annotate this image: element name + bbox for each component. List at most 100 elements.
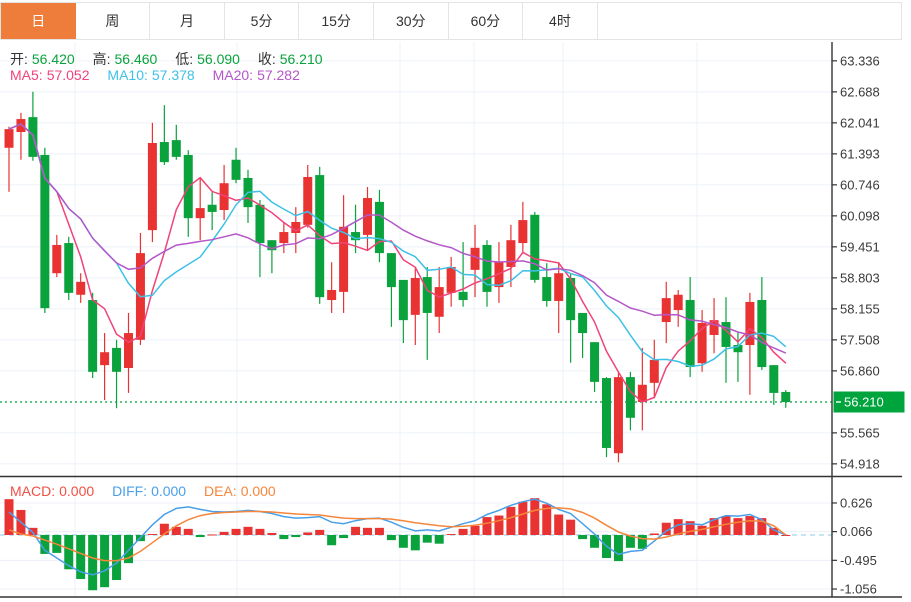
candle-body[interactable] [76,281,86,295]
tab-1[interactable]: 周 [76,3,151,39]
macd-bar[interactable] [219,531,229,535]
candle-body[interactable] [64,243,74,293]
macd-bar[interactable] [422,535,432,543]
candle-body[interactable] [661,298,671,323]
candle-body[interactable] [434,287,444,317]
macd-bar[interactable] [721,516,731,535]
candle-body[interactable] [590,342,600,382]
candle-body[interactable] [398,279,408,321]
tab-2[interactable]: 月 [150,3,225,39]
macd-bar[interactable] [279,535,289,540]
candle-body[interactable] [231,159,241,180]
candle-body[interactable] [781,391,791,402]
macd-bar[interactable] [339,535,349,539]
candle-body[interactable] [637,384,647,402]
macd-bar[interactable] [88,535,98,591]
candle-body[interactable] [374,201,384,254]
tab-6[interactable]: 60分 [449,3,524,39]
macd-bar[interactable] [195,535,205,538]
macd-bar[interactable] [231,528,241,535]
candle-body[interactable] [147,142,157,231]
candle-body[interactable] [721,322,731,347]
macd-bar[interactable] [685,521,695,535]
macd-bar[interactable] [458,528,468,535]
macd-bar[interactable] [578,535,588,540]
candle-body[interactable] [327,289,337,301]
macd-bar[interactable] [673,519,683,535]
candle-body[interactable] [470,247,480,270]
tab-4[interactable]: 15分 [299,3,374,39]
candle-body[interactable] [709,320,719,335]
candle-body[interactable] [195,208,205,219]
candle-body[interactable] [482,244,492,292]
macd-bar[interactable] [482,517,492,535]
candle-body[interactable] [685,300,695,368]
candle-body[interactable] [351,232,361,241]
macd-bar[interactable] [494,515,504,535]
macd-bar[interactable] [327,535,337,546]
macd-bar[interactable] [613,535,623,562]
candle-body[interactable] [530,214,540,280]
candle-body[interactable] [16,119,26,132]
macd-bar[interactable] [530,498,540,535]
candle-body[interactable] [52,244,62,274]
candle-body[interactable] [100,352,110,366]
tab-7[interactable]: 4时 [523,3,598,39]
macd-bar[interactable] [745,516,755,535]
candle-body[interactable] [494,262,504,288]
candle-body[interactable] [745,301,755,346]
candle-body[interactable] [769,365,779,393]
macd-bar[interactable] [554,514,564,535]
candle-body[interactable] [673,294,683,311]
tab-0[interactable]: 日 [1,3,76,39]
macd-bar[interactable] [159,523,169,535]
macd-histogram[interactable] [4,498,791,591]
macd-bar[interactable] [781,535,791,536]
macd-bar[interactable] [769,527,779,535]
macd-bar[interactable] [315,529,325,535]
candle-body[interactable] [422,277,432,313]
candle-body[interactable] [518,220,528,244]
candle-body[interactable] [363,198,372,235]
macd-bar[interactable] [661,522,671,535]
macd-bar[interactable] [4,499,14,535]
macd-bar[interactable] [374,527,384,535]
macd-bar[interactable] [363,527,372,535]
candle-body[interactable] [159,142,169,163]
macd-bar[interactable] [171,526,181,535]
macd-bar[interactable] [649,533,659,535]
macd-bar[interactable] [147,533,157,535]
macd-bar[interactable] [398,535,408,548]
macd-bar[interactable] [267,532,277,535]
macd-bar[interactable] [303,532,313,535]
candle-body[interactable] [578,312,588,334]
macd-bar[interactable] [410,535,420,551]
candles[interactable] [4,91,791,463]
candle-body[interactable] [4,129,14,148]
candle-body[interactable] [602,378,611,448]
macd-bar[interactable] [506,506,516,535]
candle-body[interactable] [207,204,217,212]
macd-bar[interactable] [40,535,50,554]
candle-body[interactable] [291,221,301,233]
candle-body[interactable] [171,140,181,157]
macd-bar[interactable] [697,525,707,535]
candle-body[interactable] [506,240,516,267]
candle-body[interactable] [613,377,623,454]
candle-body[interactable] [279,232,289,244]
macd-bar[interactable] [542,504,552,535]
candle-body[interactable] [267,240,277,251]
macd-bar[interactable] [291,535,301,538]
macd-bar[interactable] [757,518,767,535]
candle-body[interactable] [124,333,133,369]
candle-body[interactable] [339,226,349,292]
candle-body[interactable] [697,323,707,364]
macd-bar[interactable] [590,535,600,548]
macd-bar[interactable] [446,533,456,535]
macd-bar[interactable] [64,535,74,570]
macd-bar[interactable] [243,526,253,535]
candle-body[interactable] [255,204,265,244]
tab-3[interactable]: 5分 [225,3,300,39]
macd-bar[interactable] [518,501,528,535]
candle-body[interactable] [458,291,468,301]
